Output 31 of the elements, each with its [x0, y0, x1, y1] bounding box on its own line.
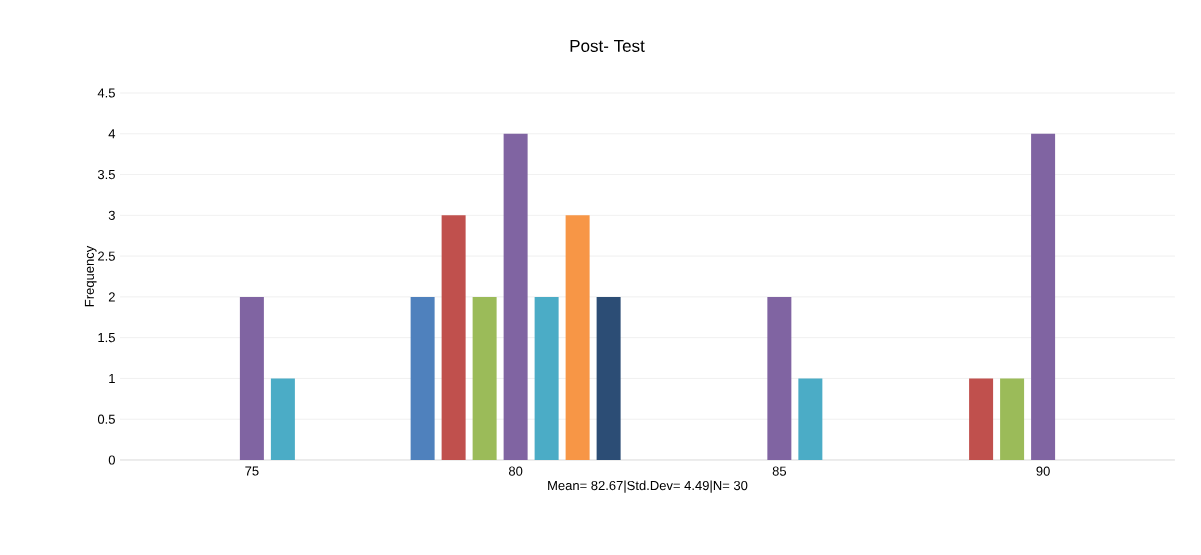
- y-tick-label: 1: [109, 373, 115, 383]
- x-tick-label: 85: [772, 466, 787, 476]
- y-axis-title: Frequency: [84, 245, 97, 307]
- bar: [441, 215, 466, 460]
- y-tick-label: 2: [108, 292, 115, 302]
- bar: [472, 296, 497, 460]
- chart-title: Post- Test: [570, 40, 645, 52]
- y-tick-label: 0.5: [97, 414, 115, 424]
- y-tick-label: 3.5: [97, 169, 115, 180]
- y-tick-label: 4: [108, 129, 116, 139]
- bar: [798, 378, 823, 460]
- x-tick-label: 90: [1036, 466, 1050, 476]
- bar: [239, 296, 264, 460]
- x-axis-title: Mean= 82.67|Std.Dev= 4.49|N= 30: [548, 480, 748, 493]
- x-tick-label: 80: [508, 466, 523, 476]
- y-tick-label: 0: [108, 455, 115, 465]
- bar: [1000, 378, 1025, 460]
- bar: [1031, 133, 1056, 460]
- bar: [596, 296, 621, 460]
- y-tick-label: 3: [108, 210, 115, 220]
- y-tick-label: 4.5: [97, 88, 115, 98]
- x-tick-label: 75: [245, 466, 259, 476]
- bar: [410, 296, 435, 460]
- y-tick-label: 2.5: [98, 251, 115, 261]
- bar: [270, 378, 295, 460]
- y-tick-label: 1.5: [98, 333, 115, 343]
- bar: [503, 133, 528, 460]
- bar: [565, 215, 590, 460]
- bar: [534, 296, 559, 460]
- bar: [767, 296, 792, 460]
- bar: [969, 378, 994, 460]
